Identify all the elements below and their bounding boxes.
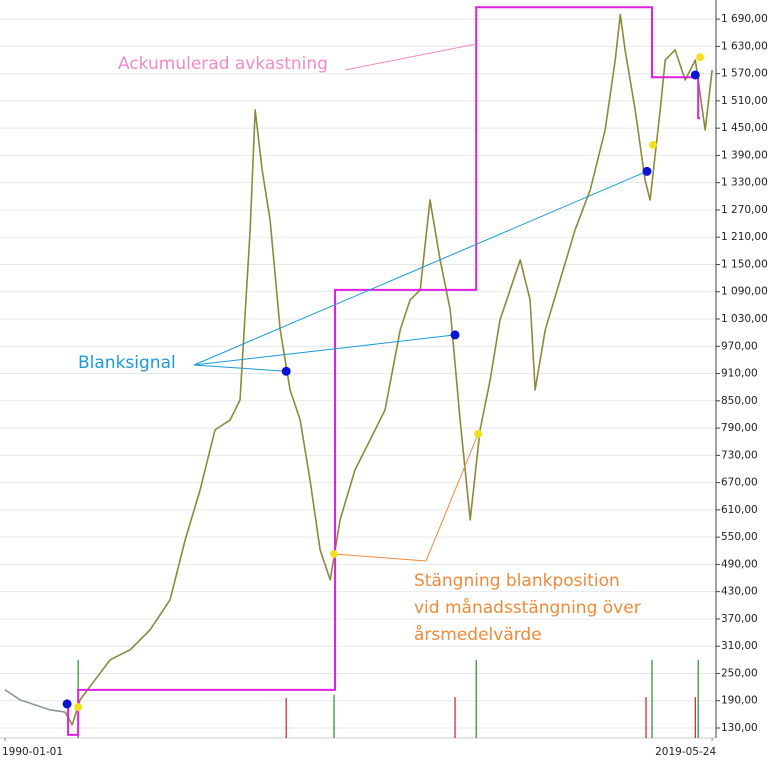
short-signal: [281, 366, 291, 376]
annotation-connector: [193, 170, 648, 366]
y-tick-label: 130,00: [721, 722, 758, 734]
y-tick-label: 1 690,00: [721, 13, 768, 25]
y-tick-label: 490,00: [721, 558, 758, 570]
y-tick-label: 370,00: [721, 613, 758, 625]
y-tick-label: 1 210,00: [721, 231, 768, 243]
annotation-short-signal: Blanksignal: [78, 353, 176, 373]
y-tick-label: 1 510,00: [721, 95, 768, 107]
y-tick-label: 310,00: [721, 640, 758, 652]
close-signal: [474, 429, 483, 438]
y-tick-label: 1 090,00: [721, 286, 768, 298]
close-signal: [330, 549, 339, 558]
y-tick-label: 550,00: [721, 531, 758, 543]
y-tick-label: 970,00: [721, 340, 758, 352]
y-tick-label: 910,00: [721, 368, 758, 380]
annotation-close-signal: vid månadsstängning över: [414, 597, 641, 618]
x-tick-label: 2019-05-24: [655, 746, 716, 758]
y-tick-label: 1 150,00: [721, 258, 768, 270]
y-tick-label: 1 390,00: [721, 149, 768, 161]
y-tick-label: 1 630,00: [721, 40, 768, 52]
cumulative-line: [67, 6, 701, 736]
annotation-connector: [334, 553, 427, 562]
y-tick-label: 250,00: [721, 667, 758, 679]
annotation-close-signal: årsmedelvärde: [414, 624, 542, 645]
annotation-close-signal: Stängning blankposition: [414, 571, 620, 591]
y-tick-label: 1 330,00: [721, 177, 768, 189]
y-tick-label: 670,00: [721, 477, 758, 489]
y-tick-label: 790,00: [721, 422, 758, 434]
annotation-cumulative: Ackumulerad avkastning: [118, 54, 328, 74]
y-tick-label: 190,00: [721, 695, 758, 707]
short-signal: [690, 70, 700, 80]
price-line: [4, 689, 66, 713]
y-tick-label: 850,00: [721, 395, 758, 407]
y-tick-label: 1 030,00: [721, 313, 768, 325]
y-tick-label: 1 270,00: [721, 204, 768, 216]
short-signal: [642, 166, 652, 176]
close-signal: [74, 703, 83, 712]
y-tick-label: 730,00: [721, 449, 758, 461]
y-tick-label: 1 570,00: [721, 68, 768, 80]
short-signal: [450, 330, 460, 340]
close-signal: [648, 140, 657, 149]
annotation-connector: [344, 43, 477, 71]
price-line: [64, 13, 713, 726]
close-signal: [696, 53, 705, 62]
y-tick-label: 610,00: [721, 504, 758, 516]
y-tick-label: 430,00: [721, 586, 758, 598]
annotation-connector: [193, 334, 456, 366]
y-tick-label: 1 450,00: [721, 122, 768, 134]
x-tick-label: 1990-01-01: [2, 746, 63, 758]
annotation-connector: [193, 364, 287, 372]
annotation-connector: [425, 433, 479, 562]
short-signal: [62, 699, 72, 709]
